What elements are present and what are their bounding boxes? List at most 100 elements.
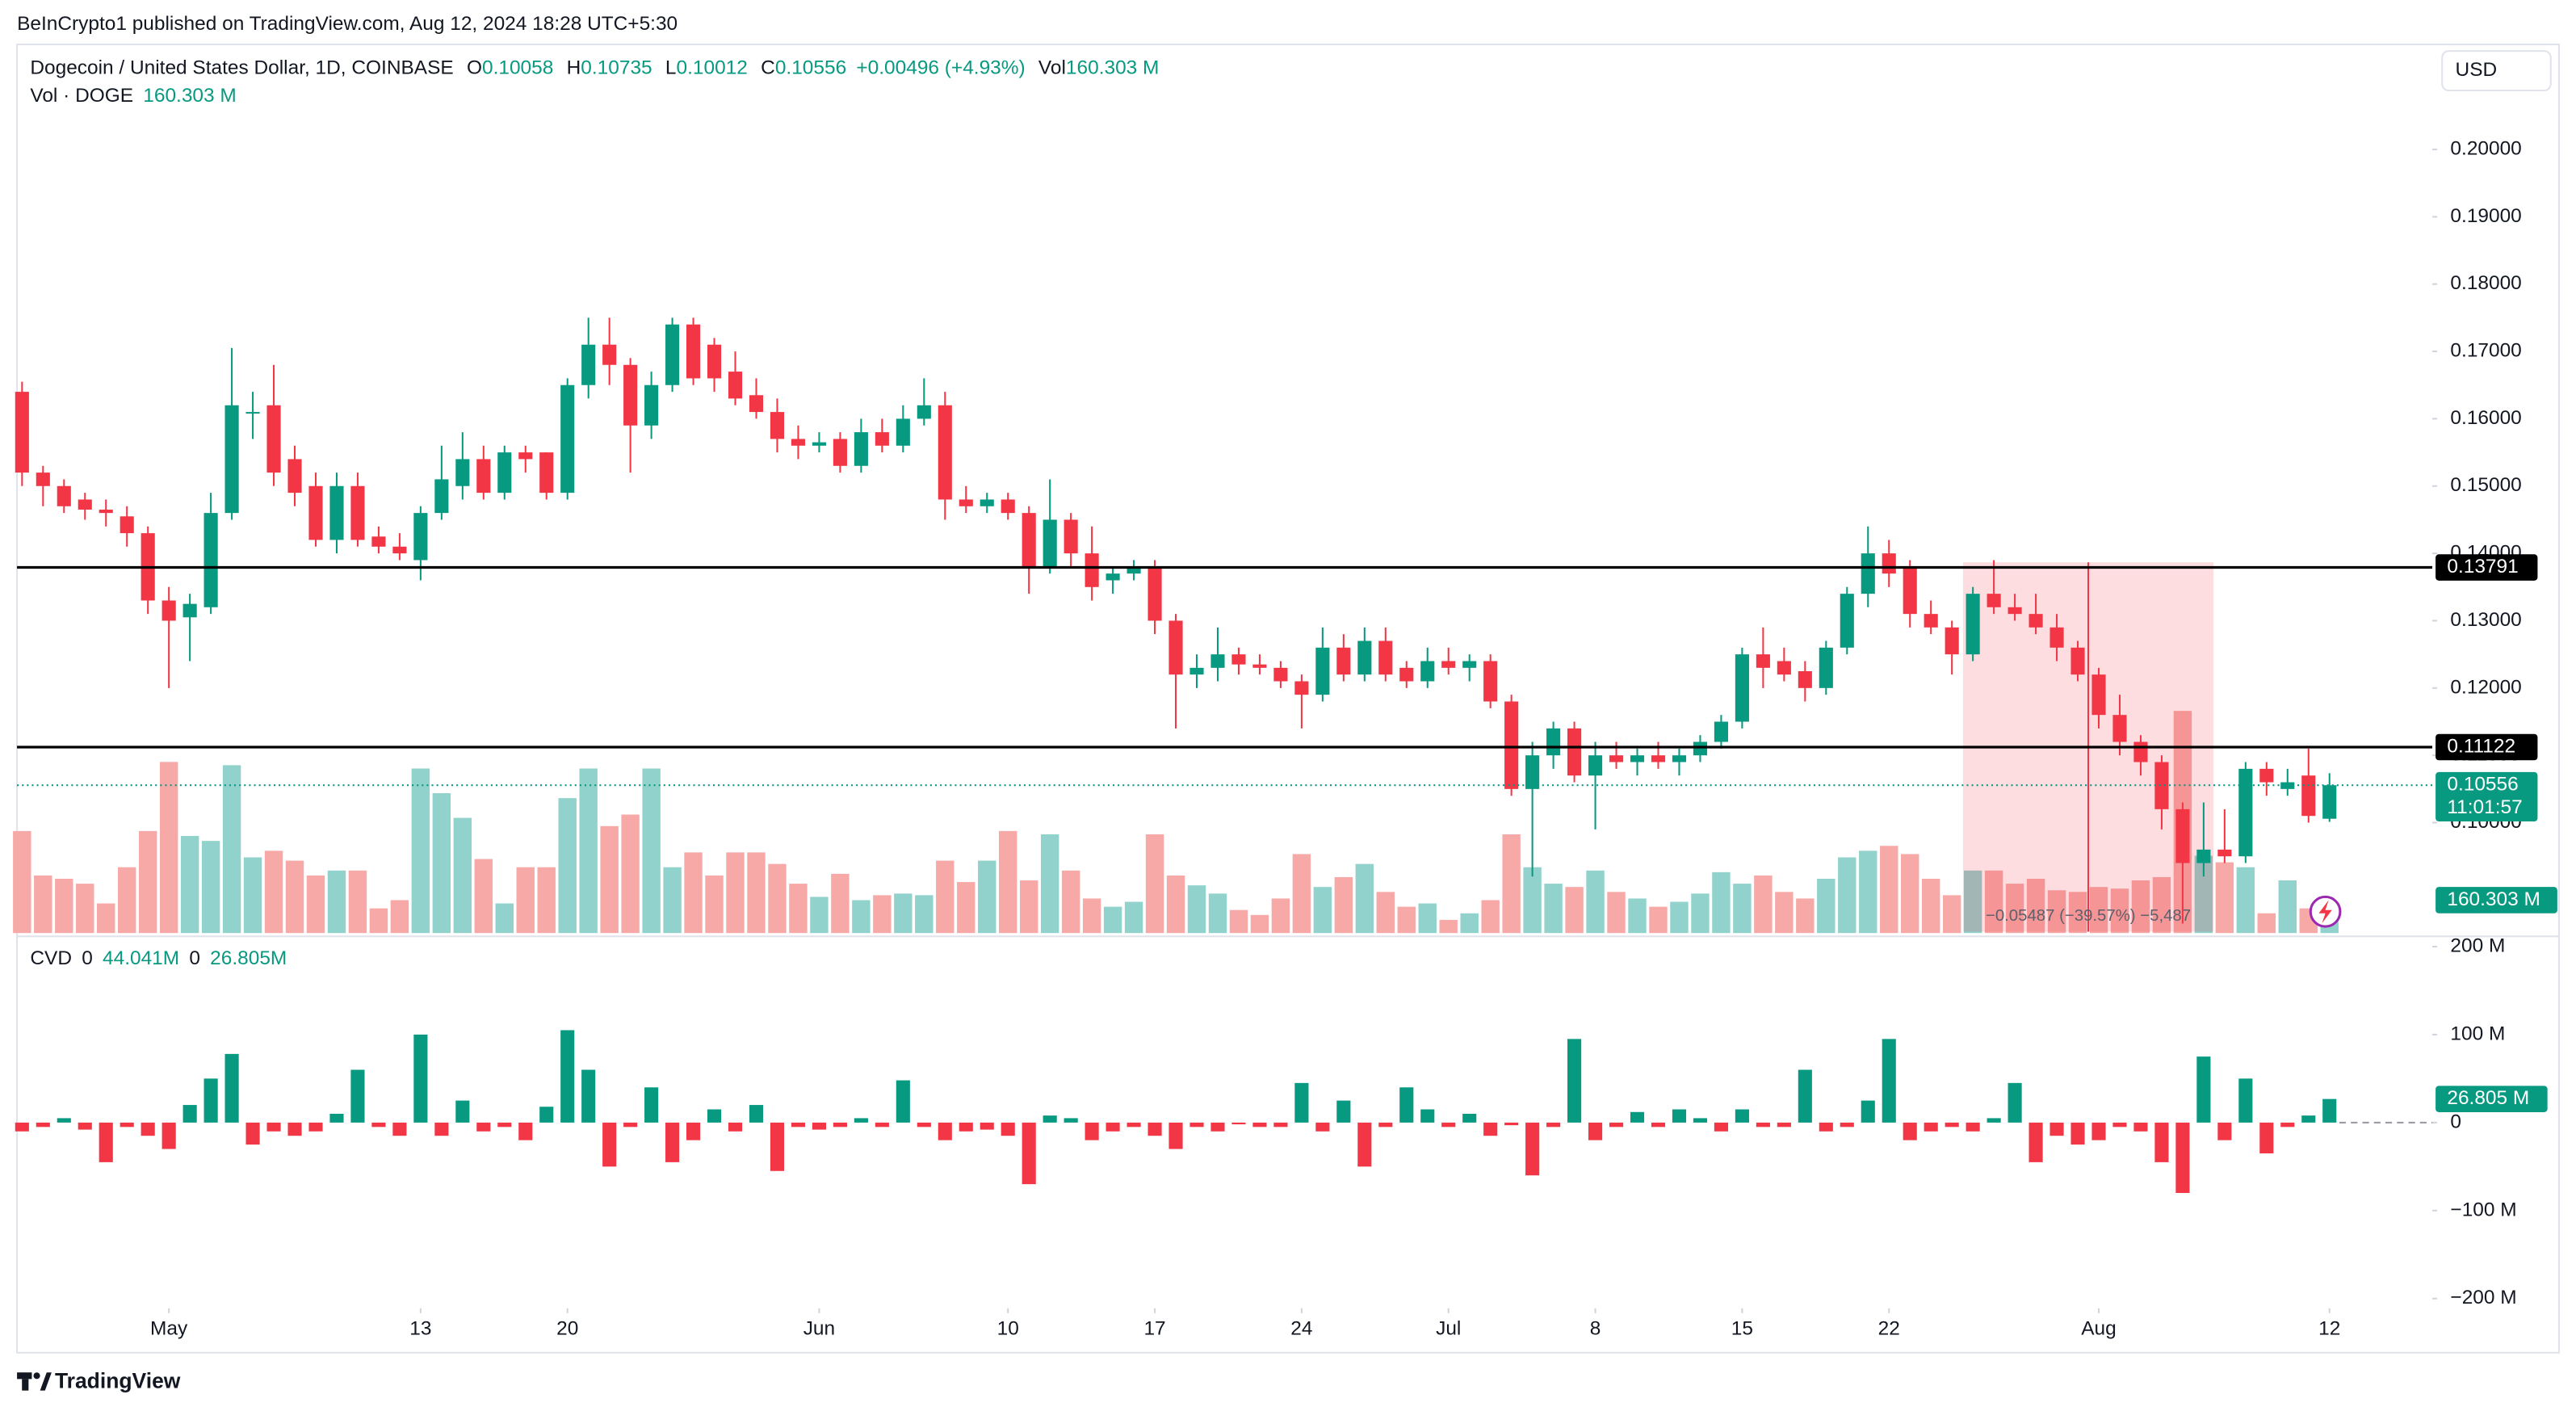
volume-bar xyxy=(201,841,220,934)
x-tick-label: Jul xyxy=(1436,1318,1461,1340)
cvd-bar xyxy=(896,1080,910,1123)
currency-button[interactable] xyxy=(2441,50,2552,92)
candle-body xyxy=(1357,640,1372,675)
candle-body xyxy=(854,432,868,466)
volume-bar xyxy=(894,893,913,934)
logo-part xyxy=(33,1372,40,1380)
candle-body xyxy=(1735,654,1749,722)
volume-bar xyxy=(1984,870,2003,934)
cvd-bar xyxy=(36,1122,50,1128)
cvd-bar xyxy=(623,1122,638,1128)
cvd-tag-label: 26.805 M xyxy=(2447,1087,2529,1109)
volume-bar xyxy=(1418,903,1437,934)
cvd-bar xyxy=(392,1122,407,1136)
cvd-bar xyxy=(497,1122,512,1128)
logo-part xyxy=(22,1379,29,1391)
volume-bar xyxy=(1355,863,1374,934)
volume-bar xyxy=(264,850,283,934)
volume-bar xyxy=(222,765,241,934)
level-tag-label: 0.13791 xyxy=(2447,556,2518,578)
volume-bar xyxy=(684,852,703,934)
cvd-bar xyxy=(2112,1122,2127,1128)
cvd-tag xyxy=(2435,1086,2548,1112)
volume-bar xyxy=(705,875,724,934)
volume-bar xyxy=(1082,898,1101,934)
legend-label: O xyxy=(467,57,482,79)
y-tick-label: 0.15000 xyxy=(2450,474,2521,496)
volume-bar xyxy=(2215,862,2234,934)
volume-bar xyxy=(327,870,346,934)
volume-bar xyxy=(789,884,808,934)
candle-body xyxy=(1022,513,1036,567)
cvd-bar xyxy=(1609,1122,1624,1128)
cvd-bar xyxy=(1126,1122,1141,1128)
cvd-bar xyxy=(770,1122,785,1171)
symbol-title: Dogecoin / United States Dollar, 1D, COI… xyxy=(30,57,453,79)
volume-bar xyxy=(852,900,871,934)
candle-body xyxy=(1105,573,1120,581)
cvd-bar xyxy=(1441,1122,1456,1128)
candle-body xyxy=(791,439,806,446)
candle-body xyxy=(980,499,994,506)
cvd-bar xyxy=(2070,1122,2085,1145)
cvd-bar xyxy=(2322,1098,2337,1123)
cvd-bar xyxy=(1043,1115,1057,1123)
volume-bar xyxy=(1817,878,1836,934)
candle-body xyxy=(203,513,218,607)
volume-bar xyxy=(13,830,31,934)
y-tick-label: 0 xyxy=(2450,1111,2461,1132)
volume-bar xyxy=(1963,870,1982,934)
candle-body xyxy=(1252,664,1267,668)
volume-bar xyxy=(453,817,472,934)
volume-bar xyxy=(957,882,975,934)
cvd-bar xyxy=(266,1122,281,1132)
x-tick-label: 15 xyxy=(1731,1318,1753,1340)
volume-value: 160.303 M xyxy=(143,86,236,107)
cvd-bar xyxy=(57,1118,71,1123)
cvd-bar xyxy=(1147,1122,1162,1136)
volume-bar xyxy=(999,830,1017,934)
candle-body xyxy=(162,600,176,621)
volume-bar xyxy=(76,884,94,934)
volume-bar xyxy=(1292,854,1311,934)
cvd-bar xyxy=(1378,1122,1393,1128)
candle-body xyxy=(1546,728,1561,756)
candle-body xyxy=(1714,721,1728,742)
volume-bar xyxy=(831,873,850,934)
volume-bar xyxy=(978,860,996,934)
cvd-bar xyxy=(581,1069,596,1123)
cvd-bar xyxy=(1252,1122,1267,1128)
cvd-bar xyxy=(2280,1122,2295,1128)
cvd-bar xyxy=(1924,1122,1938,1132)
cvd-bar xyxy=(959,1122,973,1132)
cvd-legend-value: 44.041M xyxy=(103,947,179,969)
cvd-bar xyxy=(1756,1122,1770,1128)
legend-value: 0.10735 xyxy=(581,57,652,79)
volume-bar xyxy=(1439,919,1458,934)
cvd-bar xyxy=(1462,1113,1477,1123)
volume-bar xyxy=(1523,867,1542,934)
volume-bar xyxy=(558,798,577,934)
candle-body xyxy=(1315,647,1330,695)
candle-body xyxy=(1399,667,1414,682)
volume-bar xyxy=(621,814,640,934)
cvd-bar xyxy=(1064,1118,1078,1123)
candle-body xyxy=(2133,741,2148,762)
candle-body xyxy=(2175,808,2190,863)
candle-body xyxy=(707,344,722,379)
volume-bar xyxy=(516,867,535,934)
candle-body xyxy=(812,442,826,446)
legend-value: 0.10058 xyxy=(482,57,553,79)
cvd-bar xyxy=(686,1122,701,1140)
cvd-bar xyxy=(665,1122,680,1162)
volume-bar xyxy=(2026,878,2045,934)
cvd-bar xyxy=(980,1122,994,1130)
volume-bar xyxy=(1061,870,1080,934)
cvd-bar xyxy=(1882,1039,1896,1123)
volume-name: Vol · DOGE xyxy=(30,86,133,107)
volume-bar xyxy=(138,830,157,934)
candle-body xyxy=(686,324,701,379)
logo-part xyxy=(17,1372,32,1380)
volume-bar xyxy=(810,897,829,934)
logo-part xyxy=(40,1372,52,1391)
